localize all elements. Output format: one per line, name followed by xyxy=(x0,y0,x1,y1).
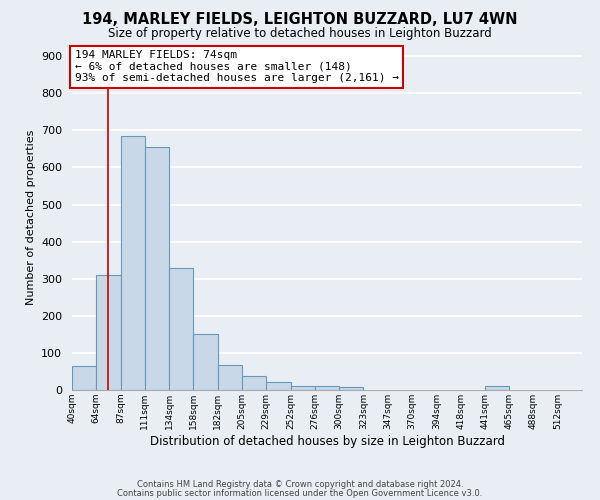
Text: Size of property relative to detached houses in Leighton Buzzard: Size of property relative to detached ho… xyxy=(108,28,492,40)
Bar xyxy=(193,334,218,390)
Bar xyxy=(169,268,193,390)
Bar xyxy=(145,147,169,390)
Bar xyxy=(121,136,145,390)
Bar xyxy=(315,386,339,390)
X-axis label: Distribution of detached houses by size in Leighton Buzzard: Distribution of detached houses by size … xyxy=(149,434,505,448)
Bar xyxy=(242,376,266,390)
Bar xyxy=(485,386,509,390)
Text: Contains public sector information licensed under the Open Government Licence v3: Contains public sector information licen… xyxy=(118,489,482,498)
Bar xyxy=(72,366,96,390)
Text: 194 MARLEY FIELDS: 74sqm
← 6% of detached houses are smaller (148)
93% of semi-d: 194 MARLEY FIELDS: 74sqm ← 6% of detache… xyxy=(74,50,398,84)
Text: 194, MARLEY FIELDS, LEIGHTON BUZZARD, LU7 4WN: 194, MARLEY FIELDS, LEIGHTON BUZZARD, LU… xyxy=(82,12,518,28)
Bar xyxy=(218,365,242,390)
Bar xyxy=(96,275,121,390)
Bar xyxy=(290,386,315,390)
Text: Contains HM Land Registry data © Crown copyright and database right 2024.: Contains HM Land Registry data © Crown c… xyxy=(137,480,463,489)
Bar xyxy=(339,387,364,390)
Y-axis label: Number of detached properties: Number of detached properties xyxy=(26,130,35,305)
Bar xyxy=(266,382,290,390)
